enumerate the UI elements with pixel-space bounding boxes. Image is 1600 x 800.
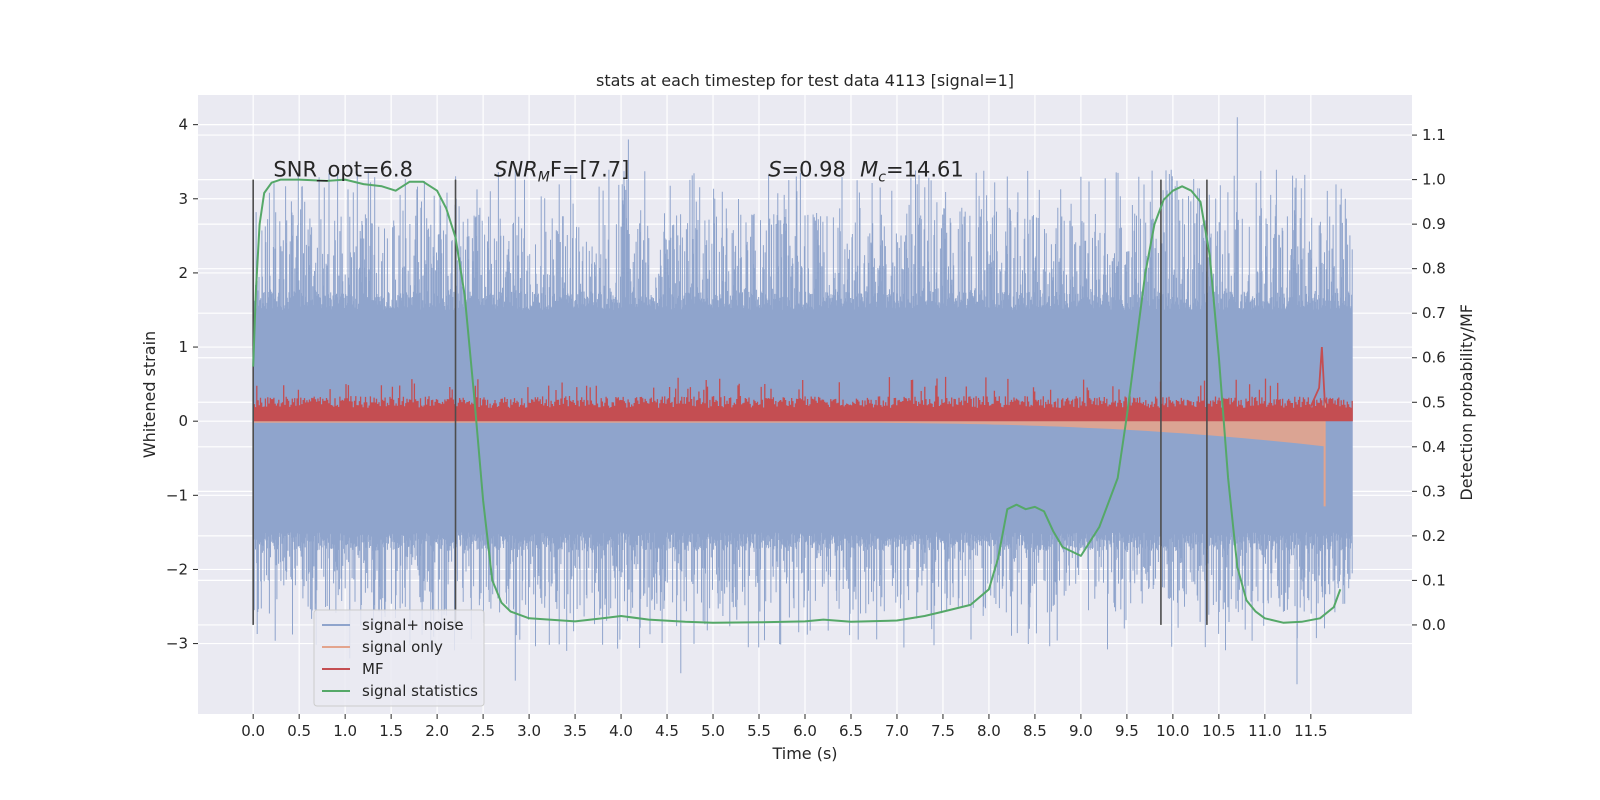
- x-axis-ticks: 0.0 0.5 1.0 1.5 2.0 2.5 3.0 3.5 4.0 4.5 5.0 5.5 6.0 6…: [241, 714, 1328, 740]
- x-tick-label: 8.5: [1023, 722, 1047, 740]
- x-tick-label: 0.0: [241, 722, 265, 740]
- x-tick-label: 8.0: [977, 722, 1001, 740]
- x-tick-label: 5.5: [747, 722, 771, 740]
- vertical-markers: [252, 179, 1208, 625]
- annotation-s-score: S=0.98: [768, 158, 846, 182]
- y-left-tick-label: 3: [178, 190, 188, 208]
- annotations: SNR_opt=6.8 SNRMF=[7.7] S=0.98 Mc=14.61: [273, 158, 963, 186]
- legend-label: signal+ noise: [362, 616, 464, 634]
- y-left-axis-ticks: −3 −2 −1 0 1 2 3 4: [166, 116, 198, 653]
- y-right-tick-label: 0.9: [1422, 215, 1446, 233]
- x-tick-label: 6.0: [793, 722, 817, 740]
- signal-only-area: [253, 414, 1325, 507]
- annotation-chirp-mass: Mc=14.61: [860, 158, 964, 186]
- x-tick-label: 7.5: [931, 722, 955, 740]
- y-right-tick-label: 0.6: [1422, 349, 1446, 367]
- y-right-tick-label: 0.8: [1422, 260, 1446, 278]
- y-right-axis-label: Detection probability/MF: [1457, 304, 1476, 501]
- x-axis-label: Time (s): [771, 744, 837, 763]
- x-tick-label: 11.5: [1294, 722, 1327, 740]
- annotation-snr-opt: SNR_opt=6.8: [273, 158, 413, 183]
- y-left-tick-label: 2: [178, 264, 188, 282]
- axes: 0.0 0.5 1.0 1.5 2.0 2.5 3.0 3.5 4.0 4.5 5.0 5.5 6.0 6…: [140, 71, 1476, 763]
- x-tick-label: 9.0: [1069, 722, 1093, 740]
- legend-label: MF: [362, 660, 384, 678]
- y-left-tick-label: 0: [178, 412, 188, 430]
- signal-statistics-line: [252, 178, 1342, 624]
- y-left-axis-label: Whitened strain: [140, 331, 159, 458]
- y-left-tick-label: 4: [178, 116, 188, 134]
- annotation-s-symbol: S: [768, 158, 781, 182]
- y-right-tick-label: 0.1: [1422, 571, 1446, 589]
- x-tick-label: 9.5: [1115, 722, 1139, 740]
- x-tick-label: 5.0: [701, 722, 725, 740]
- y-right-axis-ticks: 0.0 0.1 0.2 0.3 0.4 0.5 0.6 0.7 0.8 0.9 1.0 1.1: [1412, 126, 1446, 634]
- x-tick-label: 6.5: [839, 722, 863, 740]
- plot-area: SNR_opt=6.8 SNRMF=[7.7] S=0.98 Mc=14.61 sig…: [198, 95, 1412, 714]
- annotation-snr-mf-subscript: M: [538, 170, 550, 186]
- annotation-s-value: =0.98: [782, 158, 846, 182]
- y-left-tick-label: −1: [166, 486, 188, 504]
- y-left-tick-label: −2: [166, 560, 188, 578]
- x-tick-label: 2.5: [471, 722, 495, 740]
- y-right-tick-label: 0.0: [1422, 616, 1446, 634]
- x-tick-label: 4.0: [609, 722, 633, 740]
- y-left-tick-label: 1: [178, 338, 188, 356]
- annotation-chirp-mass-symbol: M: [860, 158, 878, 182]
- x-tick-label: 1.5: [379, 722, 403, 740]
- legend-label: signal statistics: [362, 682, 478, 700]
- legend-box: [313, 609, 485, 707]
- annotation-snr-mf-symbol: SNR: [494, 158, 538, 182]
- y-right-tick-label: 0.3: [1422, 482, 1446, 500]
- annotation-chirp-mass-value: =14.61: [886, 158, 964, 182]
- x-tick-label: 7.0: [885, 722, 909, 740]
- annotation-chirp-mass-subscript: c: [878, 170, 886, 186]
- mf-peak: [1310, 346, 1331, 411]
- legend: signal+ noise signal only MF signal statist…: [313, 609, 485, 707]
- legend-label: signal only: [362, 638, 443, 656]
- x-tick-label: 1.0: [333, 722, 357, 740]
- y-right-tick-label: 1.1: [1422, 126, 1446, 144]
- y-right-tick-label: 0.4: [1422, 438, 1446, 456]
- x-tick-label: 0.5: [287, 722, 311, 740]
- x-tick-label: 11.0: [1248, 722, 1281, 740]
- series-signal-statistics: [252, 178, 1342, 624]
- x-tick-label: 10.5: [1202, 722, 1235, 740]
- y-right-tick-label: 0.5: [1422, 393, 1446, 411]
- x-tick-label: 2.0: [425, 722, 449, 740]
- x-tick-label: 3.5: [563, 722, 587, 740]
- x-tick-label: 4.5: [655, 722, 679, 740]
- x-tick-label: 10.0: [1156, 722, 1189, 740]
- annotation-snr-mf: SNRMF=[7.7]: [494, 158, 629, 186]
- annotation-snr-mf-value: F=[7.7]: [550, 158, 629, 182]
- x-tick-label: 3.0: [517, 722, 541, 740]
- y-right-tick-label: 0.7: [1422, 304, 1446, 322]
- y-right-tick-label: 1.0: [1422, 171, 1446, 189]
- chart-title: stats at each timestep for test data 411…: [596, 71, 1014, 90]
- y-left-tick-label: −3: [166, 635, 188, 653]
- y-right-tick-label: 0.2: [1422, 527, 1446, 545]
